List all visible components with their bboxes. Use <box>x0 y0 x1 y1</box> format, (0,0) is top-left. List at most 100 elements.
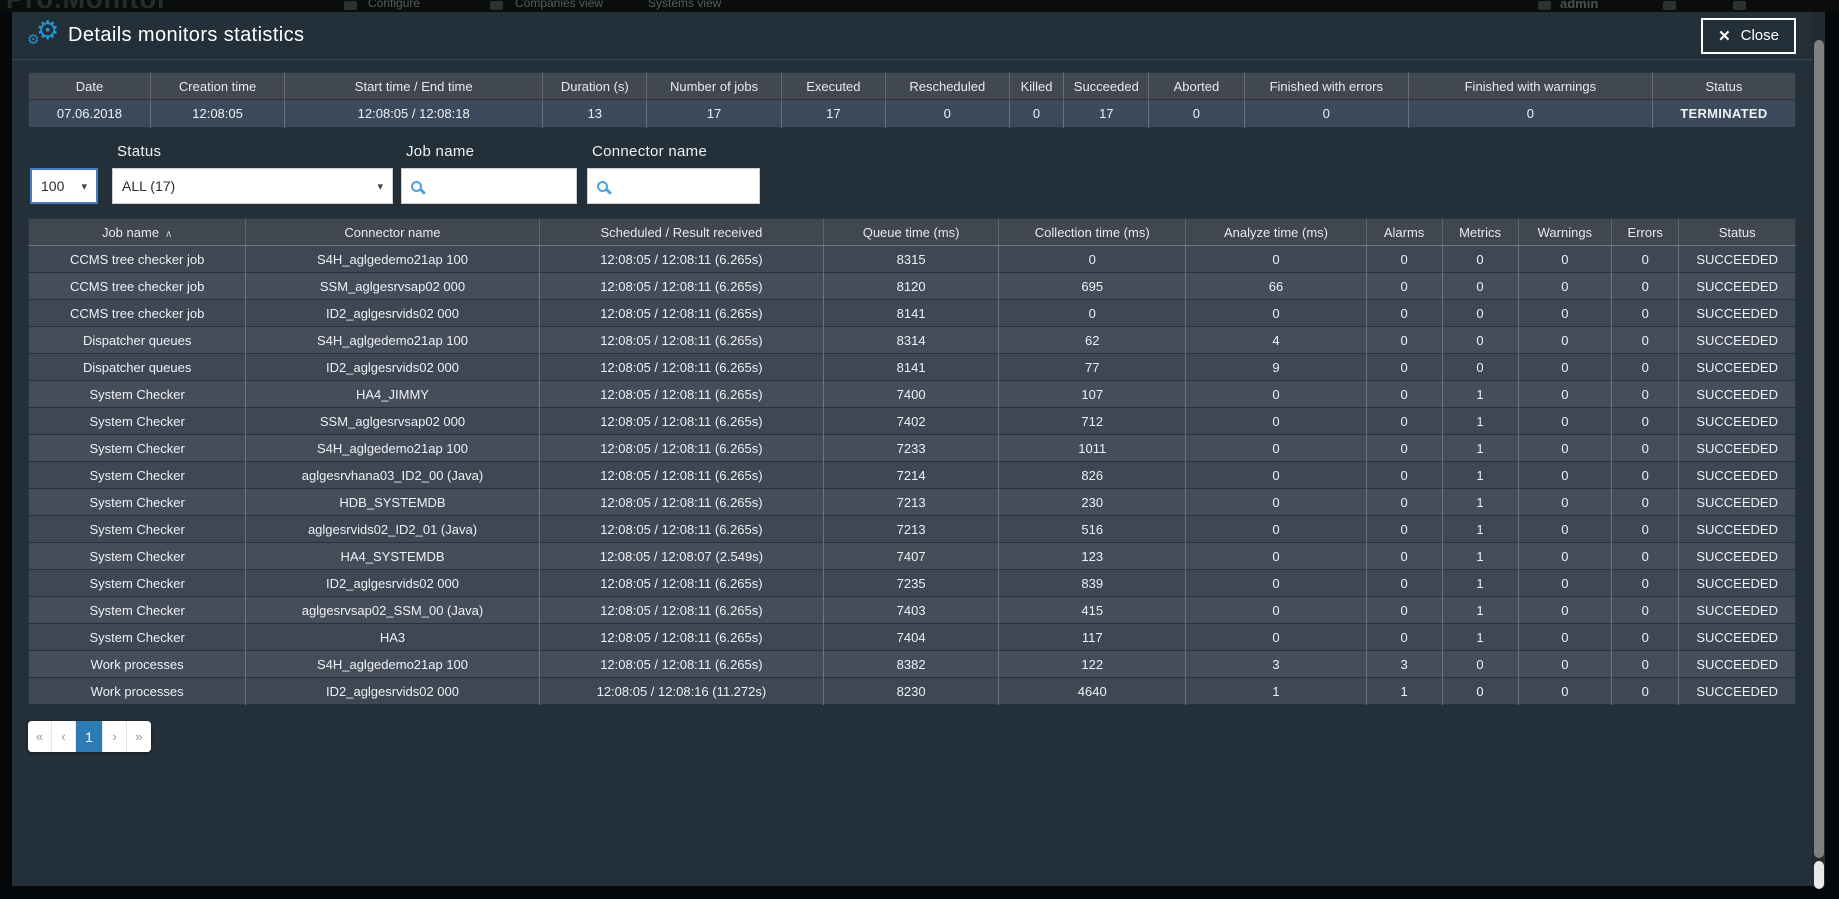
jobs-cell: 123 <box>998 542 1187 570</box>
jobs-cell: SSM_aglgesrvsap02 000 <box>245 407 540 435</box>
jobs-column-header[interactable]: Alarms <box>1366 218 1443 246</box>
jobs-column-header[interactable]: Analyze time (ms) <box>1185 218 1367 246</box>
jobs-cell: 0 <box>1185 407 1367 435</box>
jobs-cell: 1 <box>1442 461 1519 489</box>
jobs-header-row: Job name ∧ Connector name Scheduled / Resul… <box>28 218 1796 246</box>
pagination-page-1-button[interactable]: 1 <box>76 721 103 752</box>
jobs-cell: SUCCEEDED <box>1678 353 1796 381</box>
pagination-prev-button[interactable]: ‹ <box>52 721 76 752</box>
page-size-value: 100 <box>41 178 65 194</box>
summary-column-header: Start time / End time <box>284 72 544 100</box>
jobs-cell: 0 <box>1518 299 1613 327</box>
jobs-cell: System Checker <box>28 596 247 624</box>
summary-column-header: Aborted <box>1148 72 1245 100</box>
jobs-cell: 0 <box>1366 569 1443 597</box>
jobs-cell: 516 <box>998 515 1187 543</box>
jobs-cell: 0 <box>1366 623 1443 651</box>
jobs-column-header[interactable]: Metrics <box>1442 218 1519 246</box>
jobs-column-header[interactable]: Scheduled / Result received <box>539 218 825 246</box>
jobs-cell: 12:08:05 / 12:08:11 (6.265s) <box>539 623 825 651</box>
summary-column-header: Status <box>1652 72 1796 100</box>
table-row: System Checker SSM_aglgesrvsap02 000 12:08… <box>28 407 1796 435</box>
jobs-column-header[interactable]: Errors <box>1611 218 1680 246</box>
nav-item-systems-view[interactable]: Systems view <box>648 0 722 10</box>
scrollbar-thumb[interactable] <box>1814 40 1824 858</box>
jobs-cell: 1 <box>1442 542 1519 570</box>
jobs-cell: 8382 <box>823 650 1000 678</box>
table-row: System Checker aglgesrvhana03_ID2_00 (Jav… <box>28 461 1796 489</box>
summary-cell: 17 <box>1063 99 1150 128</box>
jobs-cell: 8315 <box>823 245 1000 273</box>
pagination-last-button[interactable]: » <box>127 721 151 752</box>
job-name-search <box>401 168 577 204</box>
gears-icon: ⚙ ⚙ <box>27 14 60 47</box>
job-name-search-input[interactable] <box>429 169 567 203</box>
app-logo: Pro.Monitor <box>6 0 168 12</box>
summary-column-header: Succeeded <box>1063 72 1150 100</box>
jobs-cell: 122 <box>998 650 1187 678</box>
jobs-cell: 0 <box>1518 245 1613 273</box>
jobs-cell: 12:08:05 / 12:08:11 (6.265s) <box>539 515 825 543</box>
jobs-cell: 0 <box>1185 245 1367 273</box>
jobs-cell: 0 <box>1611 515 1680 543</box>
summary-data-row: 07.06.2018 12:08:05 12:08:05 / 12:08:18 13 1… <box>28 99 1796 128</box>
jobs-column-header[interactable]: Connector name <box>245 218 540 246</box>
table-row: System Checker HA4_JIMMY 12:08:05 / 12:08:… <box>28 380 1796 408</box>
jobs-cell: HA4_JIMMY <box>245 380 540 408</box>
jobs-cell: SUCCEEDED <box>1678 326 1796 354</box>
jobs-cell: 9 <box>1185 353 1367 381</box>
jobs-cell: 0 <box>1518 569 1613 597</box>
connector-name-search-input[interactable] <box>615 169 750 203</box>
jobs-cell: SUCCEEDED <box>1678 515 1796 543</box>
jobs-cell: SUCCEEDED <box>1678 434 1796 462</box>
job-name-filter-label: Job name <box>406 143 475 160</box>
jobs-column-header[interactable]: Status <box>1678 218 1796 246</box>
jobs-column-header[interactable]: Queue time (ms) <box>823 218 1000 246</box>
status-filter-label: Status <box>117 143 162 160</box>
nav-item-companies-view[interactable]: Companies view <box>515 0 604 10</box>
jobs-table: Job name ∧ Connector name Scheduled / Resul… <box>28 218 1796 705</box>
summary-cell: 0 <box>885 99 1010 128</box>
jobs-cell: 4 <box>1185 326 1367 354</box>
pagination-next-button[interactable]: › <box>103 721 127 752</box>
jobs-cell: System Checker <box>28 407 247 435</box>
jobs-cell: 7407 <box>823 542 1000 570</box>
jobs-cell: 0 <box>1518 353 1613 381</box>
summary-column-header: Finished with errors <box>1244 72 1409 100</box>
details-monitors-statistics-modal: ⚙ ⚙ Details monitors statistics ✕ Close … <box>12 12 1812 886</box>
jobs-cell: 8141 <box>823 299 1000 327</box>
jobs-cell: 8314 <box>823 326 1000 354</box>
jobs-cell: 77 <box>998 353 1187 381</box>
pagination-first-button[interactable]: « <box>28 721 52 752</box>
jobs-cell: 0 <box>1518 434 1613 462</box>
jobs-cell: Work processes <box>28 677 247 705</box>
jobs-cell: 1 <box>1185 677 1367 705</box>
jobs-cell: 1011 <box>998 434 1187 462</box>
jobs-cell: 1 <box>1442 569 1519 597</box>
table-row: System Checker HA3 12:08:05 / 12:08:11 (6.… <box>28 623 1796 651</box>
jobs-cell: 0 <box>1611 407 1680 435</box>
close-button[interactable]: ✕ Close <box>1701 17 1796 54</box>
summary-cell: 13 <box>542 99 648 128</box>
jobs-cell: 8141 <box>823 353 1000 381</box>
jobs-cell: 0 <box>1518 542 1613 570</box>
summary-cell: 0 <box>1009 99 1065 128</box>
jobs-cell: 0 <box>1611 353 1680 381</box>
jobs-cell: 1 <box>1442 596 1519 624</box>
jobs-cell: 0 <box>1185 434 1367 462</box>
jobs-cell: 7233 <box>823 434 1000 462</box>
status-select[interactable]: ALL (17) ▾ <box>112 168 393 204</box>
jobs-column-header[interactable]: Job name ∧ <box>28 218 247 246</box>
jobs-cell: SUCCEEDED <box>1678 596 1796 624</box>
jobs-cell: ID2_aglgesrvids02 000 <box>245 569 540 597</box>
summary-column-header: Rescheduled <box>885 72 1010 100</box>
jobs-cell: 0 <box>1185 488 1367 516</box>
jobs-column-header[interactable]: Warnings <box>1518 218 1613 246</box>
jobs-cell: 1 <box>1442 623 1519 651</box>
nav-item-configure[interactable]: Configure <box>368 0 421 10</box>
connector-name-filter-label: Connector name <box>592 143 708 160</box>
jobs-cell: 0 <box>1366 434 1443 462</box>
page-size-select[interactable]: 100 ▾ <box>30 168 98 204</box>
table-row: CCMS tree checker job SSM_aglgesrvsap02 0… <box>28 272 1796 300</box>
jobs-column-header[interactable]: Collection time (ms) <box>998 218 1187 246</box>
